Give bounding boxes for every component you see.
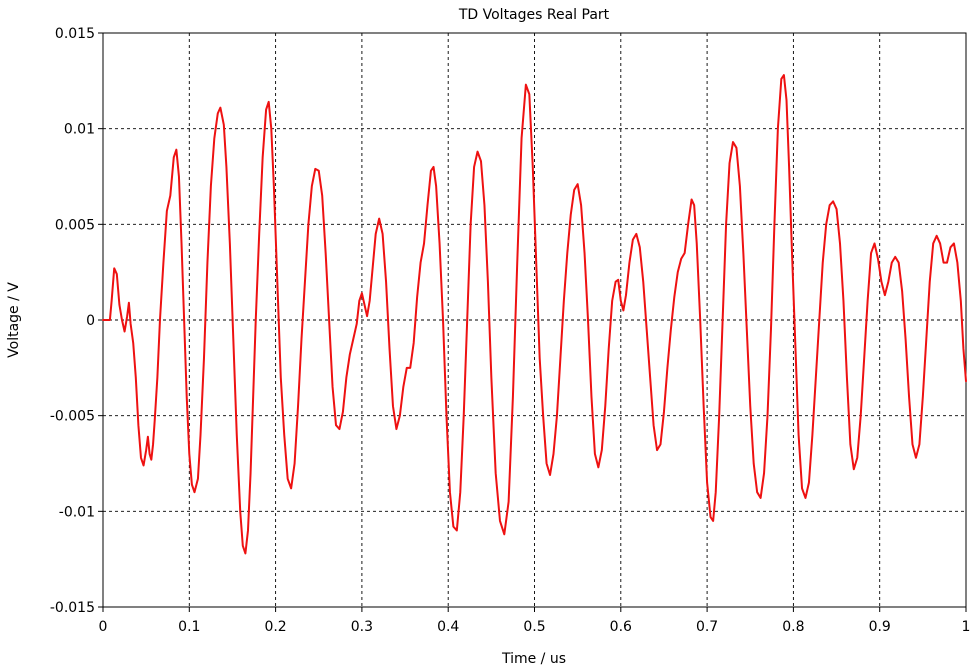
- y-axis-label: Voltage / V: [6, 282, 22, 358]
- chart-title: TD Voltages Real Part: [458, 7, 610, 23]
- x-tick-label: 0.7: [696, 619, 718, 635]
- x-tick-label: 0.3: [351, 619, 373, 635]
- series-layer: [102, 74, 967, 555]
- y-tick-label: 0: [86, 313, 95, 329]
- y-tick-label: -0.01: [59, 504, 95, 520]
- y-tick-label: 0.01: [64, 122, 95, 138]
- y-tick-label: 0.015: [55, 26, 95, 42]
- x-tick-label: 0.2: [264, 619, 286, 635]
- x-tick-label: 0: [99, 619, 108, 635]
- series-line: [102, 74, 967, 555]
- y-tick-label: -0.005: [50, 409, 95, 425]
- x-axis-label: Time / us: [501, 651, 566, 667]
- x-tick-label: 0.5: [523, 619, 545, 635]
- x-tick-label: 0.1: [178, 619, 200, 635]
- x-tick-label: 0.4: [437, 619, 459, 635]
- y-tick-label: -0.015: [50, 600, 95, 616]
- x-tick-label: 0.6: [610, 619, 632, 635]
- x-tick-label: 0.8: [782, 619, 804, 635]
- x-tick-label: 1: [962, 619, 971, 635]
- y-tick-label: 0.005: [55, 217, 95, 233]
- x-tick-label: 0.9: [869, 619, 891, 635]
- axis-ticks: 0 0.1 0.2 0.3 0.4 0.5 0.6 0.7 0.8 0.9 1 -0.015 -0.01…: [50, 26, 971, 635]
